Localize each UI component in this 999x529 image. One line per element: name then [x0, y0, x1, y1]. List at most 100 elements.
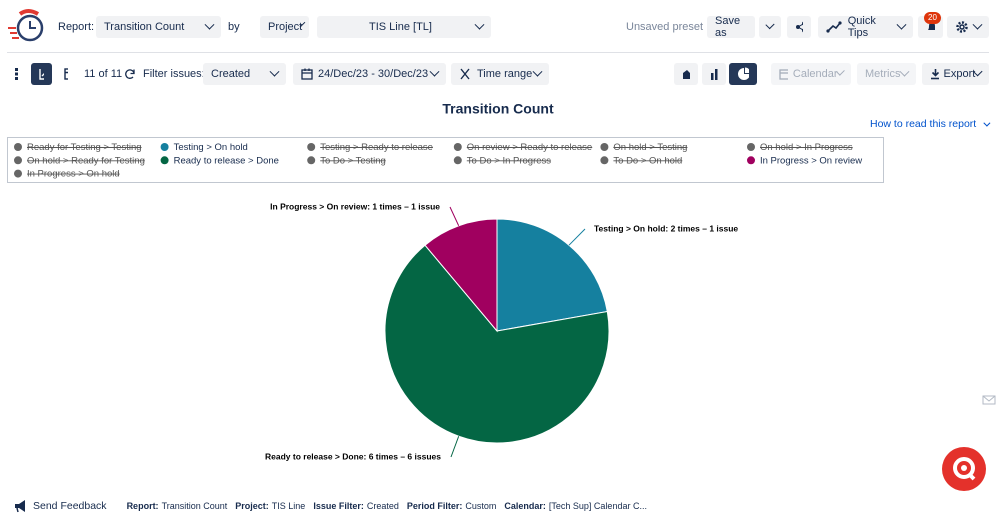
share-button[interactable] [787, 16, 811, 38]
help-link[interactable]: How to read this report [870, 118, 991, 130]
settings-button[interactable] [947, 16, 989, 38]
share-icon [796, 21, 803, 33]
time-range-text: Time range [477, 68, 533, 80]
legend-marker[interactable] [747, 143, 755, 151]
gear-icon [956, 21, 968, 33]
legend-label[interactable]: Testing > On hold [174, 142, 248, 153]
toolbar-divider [7, 52, 989, 53]
save-menu-button[interactable] [759, 16, 781, 38]
apps-button[interactable] [7, 63, 27, 85]
leader-line [449, 206, 460, 226]
report-select[interactable]: Transition Count [96, 16, 221, 38]
footer-items: Report: Transition Count Project: TIS Line I… [127, 501, 647, 511]
feedback-icon [15, 500, 25, 513]
legend-marker[interactable] [307, 143, 316, 151]
group-value: Project [268, 21, 303, 33]
legend-label[interactable]: Ready to release > Done [174, 155, 279, 166]
footer-label: Calendar: [504, 501, 546, 511]
issue-filter-select[interactable]: Created [203, 63, 286, 85]
legend-marker[interactable] [600, 143, 609, 151]
metrics-select[interactable]: Metrics [857, 63, 916, 85]
tips-icon [826, 21, 842, 33]
calendar-select[interactable]: Calendar [771, 63, 851, 85]
calendar-icon [301, 68, 313, 80]
logo [8, 9, 44, 42]
area-chart-icon [683, 70, 690, 79]
pie-chart-button[interactable] [729, 63, 757, 85]
bell-icon [928, 22, 935, 30]
save-as-button[interactable]: Save as [707, 15, 755, 39]
calendar-select-text: Calendar [792, 68, 838, 80]
bar-chart-button[interactable] [702, 63, 726, 85]
footer-value: TIS Line [271, 501, 306, 511]
legend-marker[interactable] [160, 156, 169, 165]
notification-badge: 20 [924, 12, 941, 24]
footer-value: Transition Count [161, 501, 228, 511]
footer-item: Project: TIS Line [235, 501, 305, 511]
legend-marker[interactable] [600, 156, 609, 165]
table-view-button[interactable] [56, 63, 76, 85]
legend-label[interactable]: In Progress > On review [760, 155, 862, 166]
by-label: by [228, 21, 240, 33]
date-range-select[interactable]: 24/Dec/23 - 30/Dec/23 [293, 63, 446, 85]
date-range-value: 24/Dec/23 - 30/Dec/23 [318, 68, 429, 80]
export-icon [931, 69, 939, 80]
export-button[interactable]: Export [922, 63, 989, 85]
legend-marker[interactable] [307, 156, 316, 165]
footer-label: Issue Filter: [313, 501, 364, 511]
footer-label: Report: [126, 501, 159, 511]
filter-issues-label: Filter issues: [143, 68, 205, 80]
report-label: Report: [58, 21, 95, 33]
legend-marker[interactable] [14, 156, 22, 165]
data-label: In Progress > On review: 1 times – 1 iss… [270, 201, 440, 211]
help-link-text: How to read this report [870, 118, 977, 130]
legend-marker[interactable] [14, 169, 22, 178]
send-feedback[interactable]: Send Feedback [33, 500, 107, 512]
legend-marker[interactable] [14, 143, 22, 151]
quick-tips-button[interactable]: Quick Tips [818, 15, 913, 39]
side-widget[interactable] [982, 393, 996, 407]
pie-slice[interactable] [424, 218, 498, 333]
footer-label: Period Filter: [406, 501, 463, 511]
quick-tips-text: Quick Tips [847, 15, 876, 39]
issue-count: 11 of 11 [84, 68, 123, 80]
footer-label: Project: [235, 501, 269, 511]
filter-select[interactable]: TIS Line [TL] [317, 16, 491, 38]
data-label: Testing > On hold: 2 times – 1 issue [594, 223, 738, 233]
footer-value: [Tech Sup] Calendar C... [548, 501, 647, 511]
chart-title: Transition Count [442, 101, 554, 117]
pie-chart-icon [738, 67, 749, 80]
legend-marker[interactable] [160, 143, 169, 151]
chart-view-button[interactable] [31, 63, 52, 85]
footer-item: Report: Transition Count [127, 501, 228, 511]
group-select[interactable]: Project [260, 16, 309, 38]
save-as-text: Save as [715, 15, 741, 39]
export-text: Export [943, 68, 976, 80]
legend-marker[interactable] [747, 156, 755, 165]
legend-marker[interactable] [453, 143, 462, 151]
footer: Send Feedback Report: Transition Count Pro… [14, 499, 647, 513]
pie-slice[interactable] [496, 218, 608, 332]
data-label: Ready to release > Done: 6 times – 6 iss… [265, 451, 441, 461]
legend-marker[interactable] [453, 156, 462, 165]
footer-item: Calendar: [Tech Sup] Calendar C... [504, 501, 647, 511]
metrics-text: Metrics [865, 68, 901, 80]
bar-chart-icon [711, 69, 718, 80]
apps-icon [15, 68, 18, 80]
table-view-icon [64, 68, 68, 80]
time-range-button[interactable]: Time range [451, 63, 549, 85]
chat-button[interactable] [941, 446, 987, 492]
legend-box [7, 137, 884, 183]
footer-item: Period Filter: Custom [407, 501, 497, 511]
chart-view-icon [39, 69, 44, 80]
calendar-select-icon [779, 69, 788, 80]
time-range-icon [460, 68, 470, 80]
refresh-icon[interactable] [124, 68, 136, 80]
area-chart-button[interactable] [674, 63, 698, 85]
report-value: Transition Count [104, 21, 185, 33]
leader-line [450, 436, 460, 458]
footer-item: Issue Filter: Created [313, 501, 399, 511]
